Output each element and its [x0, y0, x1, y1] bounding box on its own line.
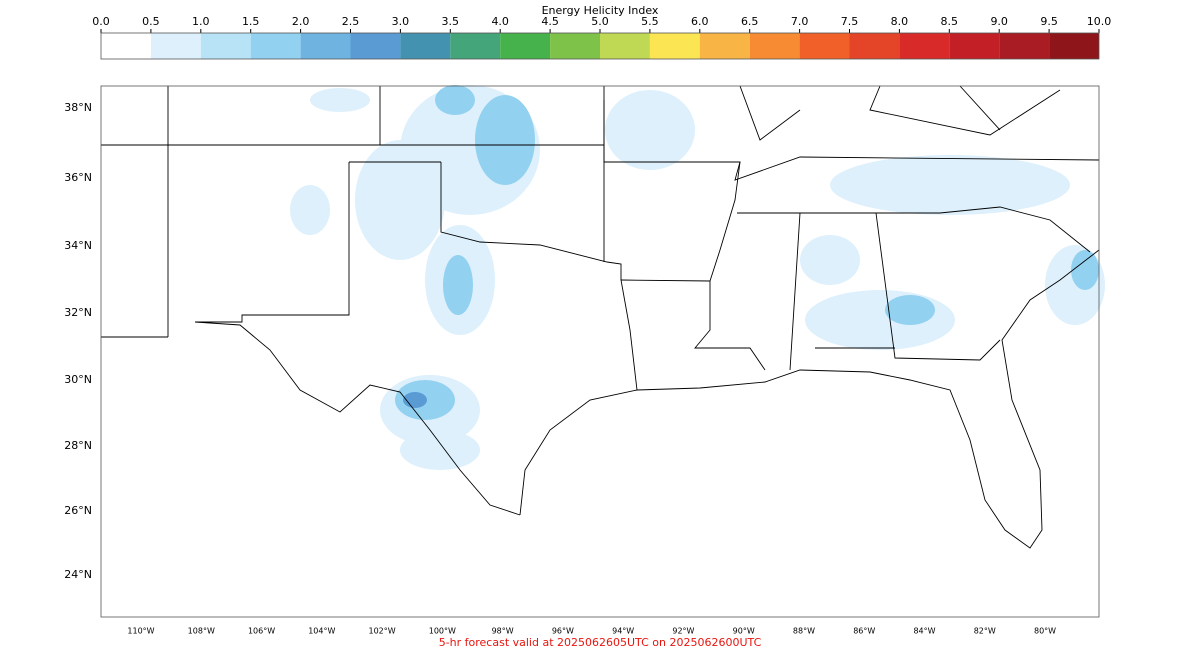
- colorbar-bin: [300, 33, 351, 59]
- lon-label: 88°W: [793, 627, 815, 636]
- lon-label: 94°W: [612, 627, 634, 636]
- lat-label: 36°N: [64, 171, 92, 184]
- lon-label: 102°W: [368, 627, 395, 636]
- colorbar-bin: [150, 33, 201, 59]
- colorbar-tick-label: 2.5: [342, 15, 360, 28]
- colorbar-bin: [649, 33, 700, 59]
- lon-label: 108°W: [188, 627, 215, 636]
- colorbar-tick-label: 9.5: [1040, 15, 1058, 28]
- colorbar-tick-label: 10.0: [1087, 15, 1112, 28]
- colorbar-tick-label: 1.5: [242, 15, 260, 28]
- colorbar-tick-label: 1.0: [192, 15, 210, 28]
- colorbar-bin: [250, 33, 301, 59]
- colorbar-tick-label: 7.0: [791, 15, 809, 28]
- colorbar-tick-label: 0.0: [92, 15, 110, 28]
- lon-label: 80°W: [1034, 627, 1056, 636]
- colorbar-tick-label: 6.0: [691, 15, 709, 28]
- lat-label: 32°N: [64, 306, 92, 319]
- colorbar-bin: [500, 33, 551, 59]
- colorbar-tick-label: 5.5: [641, 15, 659, 28]
- colorbar-bin: [949, 33, 1000, 59]
- colorbar-bin: [999, 33, 1050, 59]
- lat-label: 34°N: [64, 239, 92, 252]
- lon-label: 86°W: [853, 627, 875, 636]
- footer: 5-hr forecast valid at 2025062605UTC on …: [439, 636, 762, 649]
- colorbar-bin: [899, 33, 950, 59]
- colorbar-bin: [799, 33, 850, 59]
- colorbar-tick-label: 4.0: [491, 15, 509, 28]
- map: [100, 85, 1105, 618]
- colorbar-tick-label: 8.5: [941, 15, 959, 28]
- lon-label: 98°W: [492, 627, 514, 636]
- colorbar-bin: [101, 33, 151, 59]
- colorbar-bin: [350, 33, 401, 59]
- lon-labels: 110°W 108°W 106°W 104°W 102°W 100°W 98°W 96°W 94…: [127, 627, 1056, 636]
- colorbar-tick-label: 7.5: [841, 15, 859, 28]
- colorbar-tick-label: 4.5: [541, 15, 559, 28]
- lon-label: 110°W: [127, 627, 154, 636]
- map-frame: [100, 85, 1100, 618]
- colorbar-bin: [699, 33, 750, 59]
- lon-label: 82°W: [974, 627, 996, 636]
- lon-label: 96°W: [552, 627, 574, 636]
- colorbar-bin: [400, 33, 451, 59]
- lat-label: 38°N: [64, 101, 92, 114]
- lat-label: 24°N: [64, 568, 92, 581]
- colorbar-tick-label: 2.0: [292, 15, 310, 28]
- lat-label: 28°N: [64, 439, 92, 452]
- colorbar-tick-label: 0.5: [142, 15, 160, 28]
- colorbar-bin: [200, 33, 251, 59]
- colorbar-tick-label: 8.0: [891, 15, 909, 28]
- lon-label: 106°W: [248, 627, 275, 636]
- lat-labels: 38°N 36°N 34°N 32°N 30°N 28°N 26°N 24°N: [64, 101, 92, 581]
- lon-label: 84°W: [913, 627, 935, 636]
- colorbar-bin: [550, 33, 600, 59]
- colorbar-bin: [450, 33, 501, 59]
- colorbar-tick-label: 6.5: [741, 15, 759, 28]
- colorbar-bin: [849, 33, 900, 59]
- colorbar-bin: [600, 33, 650, 59]
- colorbar-tick-label: 3.5: [442, 15, 460, 28]
- state-borders: [101, 85, 1100, 549]
- lon-label: 104°W: [308, 627, 335, 636]
- colorbar-tick-label: 9.0: [990, 15, 1008, 28]
- lat-label: 26°N: [64, 504, 92, 517]
- colorbar-bin: [1049, 33, 1099, 59]
- lat-label: 30°N: [64, 373, 92, 386]
- lon-label: 92°W: [672, 627, 694, 636]
- colorbar-frame: [100, 32, 1100, 60]
- lon-label: 90°W: [733, 627, 755, 636]
- colorbar: 0.0 0.5 1.0 1.5 2.0 2.5 3.0 3.5 4.0 4.5 5.0 5.5 6.0 6…: [92, 15, 1111, 59]
- colorbar-title: Energy Helicity Index: [542, 4, 659, 17]
- colorbar-bin: [749, 33, 800, 59]
- lon-label: 100°W: [429, 627, 456, 636]
- colorbar-tick-label: 5.0: [591, 15, 609, 28]
- colorbar-tick-label: 3.0: [392, 15, 410, 28]
